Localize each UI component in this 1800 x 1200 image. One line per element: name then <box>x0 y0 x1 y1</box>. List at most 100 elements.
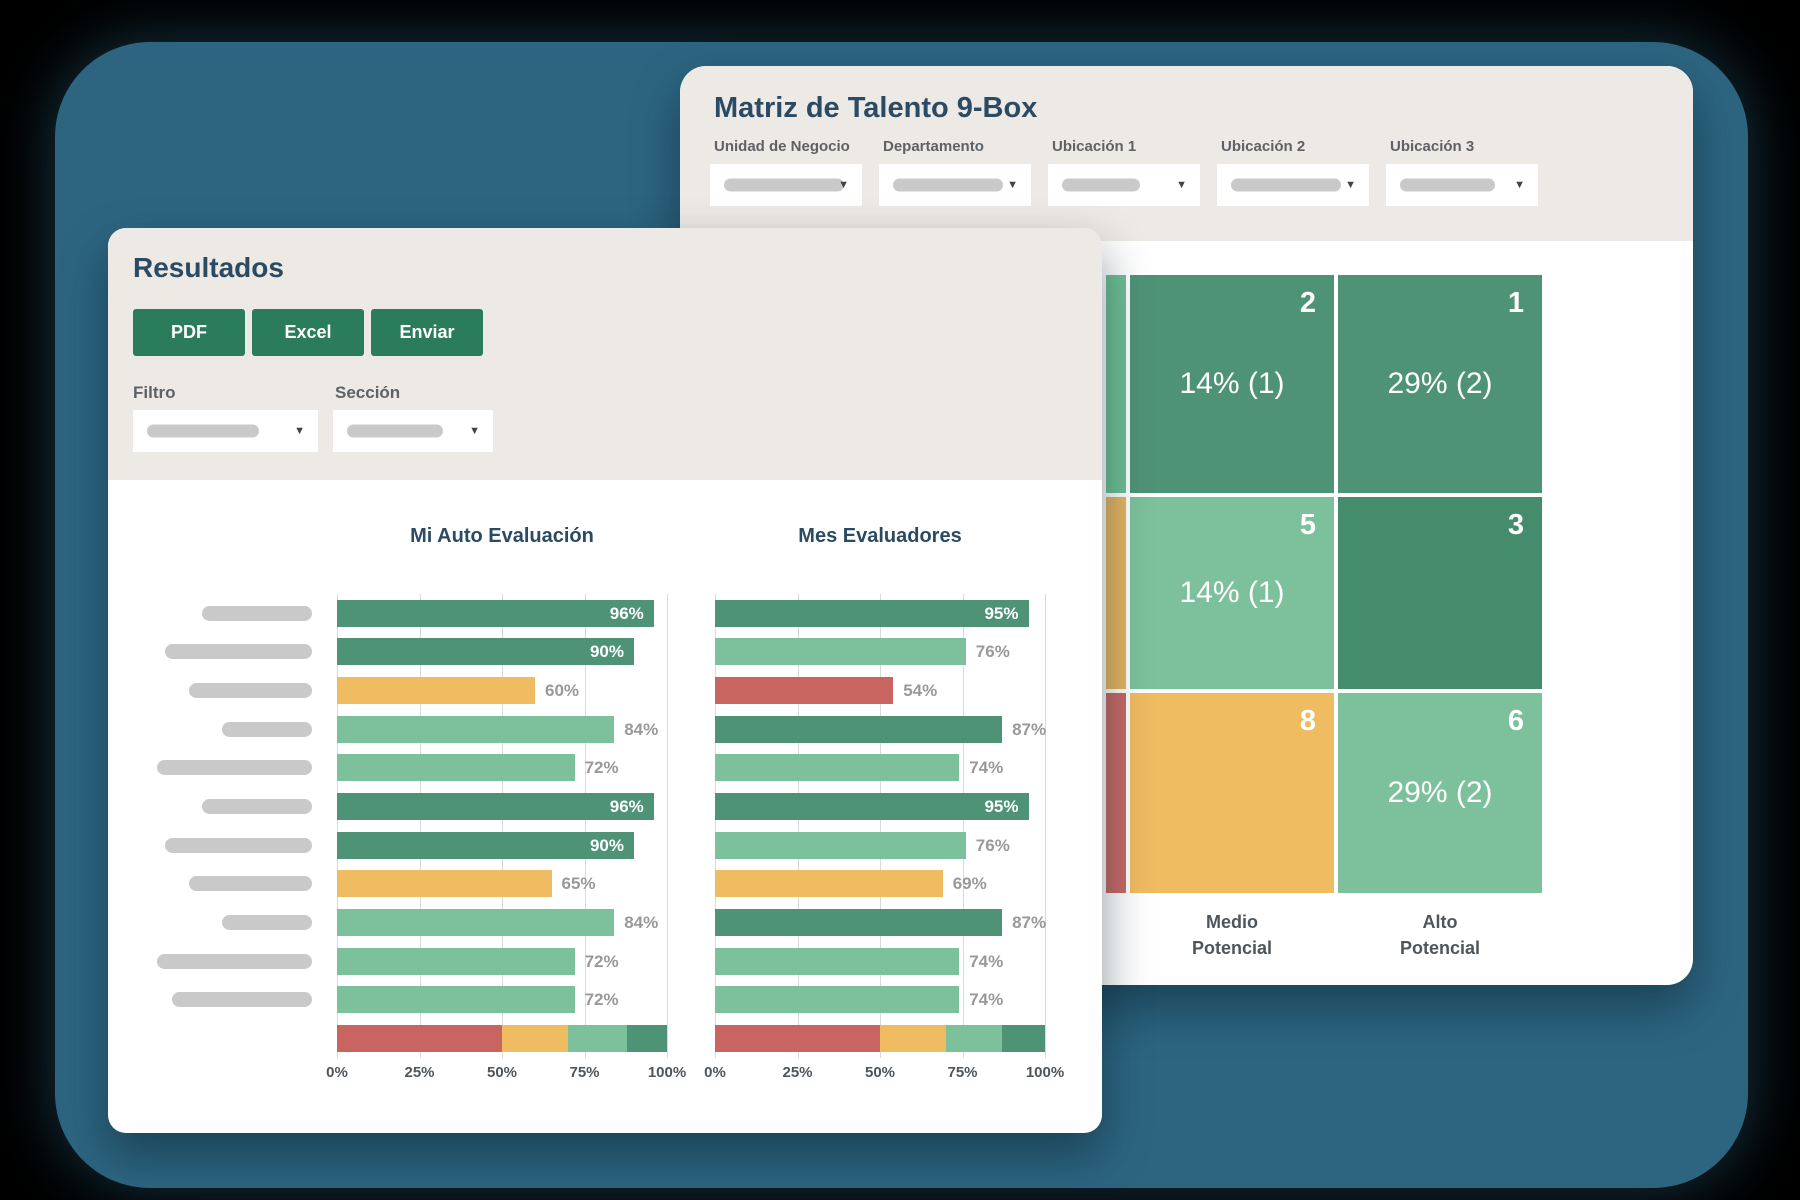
x-tick-label: 0% <box>704 1064 726 1081</box>
bar-value-label: 65% <box>561 874 596 894</box>
matrix-cell-2[interactable]: 2 14% (1) <box>1130 275 1334 493</box>
gridline <box>1045 594 1046 1058</box>
gridline <box>797 594 799 1058</box>
value-bar <box>715 947 960 975</box>
value-bar <box>337 909 615 937</box>
matrix-cell-5[interactable]: 5 14% (1) <box>1130 497 1334 689</box>
value-bar <box>715 870 943 898</box>
bar-value-label: 72% <box>584 990 619 1010</box>
filter-ubicaci-n-2: Ubicación 2 ▼ <box>1217 138 1369 208</box>
bar-value-label: 87% <box>1012 719 1047 739</box>
value-bar <box>715 831 966 859</box>
filter-label: Ubicación 3 <box>1390 138 1475 155</box>
matrix-cell-3[interactable]: 3 <box>1338 497 1542 689</box>
filter-dropdown[interactable]: ▼ <box>879 164 1031 206</box>
summary-stack-segment <box>1002 1025 1045 1053</box>
filter-dropdown[interactable]: ▼ <box>1217 164 1369 206</box>
value-bar <box>337 986 575 1014</box>
value-bar <box>715 715 1003 743</box>
dropdown-placeholder <box>893 178 1003 192</box>
gridline <box>584 594 586 1058</box>
row-label-placeholder <box>189 876 312 892</box>
matrix-cell-percent: 29% (2) <box>1387 776 1493 809</box>
matrix-cell-8[interactable]: 8 <box>1130 693 1334 893</box>
summary-stack-segment <box>946 1025 1003 1053</box>
bar-value-label: 60% <box>545 681 580 701</box>
bar-value-label: 54% <box>903 681 938 701</box>
excel-button[interactable]: Excel <box>252 309 364 356</box>
gridline <box>880 594 881 1058</box>
gridline <box>502 594 503 1058</box>
matrix-cell-6[interactable]: 6 29% (2) <box>1338 693 1542 893</box>
matrix-axis-label: Alto Potencial <box>1399 912 1481 959</box>
bar-value-label: 90% <box>589 835 624 855</box>
matrix-cell-number: 5 <box>1299 509 1316 541</box>
bar-value-label: 84% <box>624 719 659 739</box>
matrix-card: Matriz de Talento 9-Box Unidad de Negoci… <box>680 66 1693 985</box>
value-bar <box>337 754 575 782</box>
x-tick-label: 25% <box>782 1064 813 1081</box>
gridline <box>715 594 716 1058</box>
dropdown-placeholder <box>1231 178 1341 192</box>
row-label-placeholder <box>189 683 312 699</box>
row-label-placeholder <box>172 992 312 1008</box>
value-bar: 95% <box>715 599 1029 627</box>
bar-value-label: 76% <box>975 642 1010 662</box>
filter-dropdown[interactable]: ▼ <box>710 164 862 206</box>
bar-value-label: 72% <box>584 758 619 778</box>
filter-dropdown[interactable]: ▼ <box>133 410 318 452</box>
matrix-strip-row1 <box>1106 275 1126 493</box>
x-tick-label: 50% <box>486 1064 518 1081</box>
matrix-cell-percent: 29% (2) <box>1387 367 1493 400</box>
x-tick-label: 0% <box>326 1064 348 1081</box>
chevron-down-icon: ▼ <box>838 179 849 191</box>
gridline <box>337 594 338 1058</box>
dropdown-placeholder <box>724 178 844 192</box>
value-bar <box>715 909 1003 937</box>
matrix-cell-number: 6 <box>1507 705 1524 737</box>
filter-dropdown[interactable]: ▼ <box>1386 164 1538 206</box>
chart-title-self: Mi Auto Evaluación <box>410 525 594 547</box>
x-tick-label: 100% <box>647 1064 687 1081</box>
bar-value-label: 74% <box>969 951 1004 971</box>
filter-dropdown[interactable]: ▼ <box>1048 164 1200 206</box>
matrix-strip-row2 <box>1106 497 1126 689</box>
bar-value-label: 96% <box>609 603 644 623</box>
bar-value-label: 95% <box>984 797 1019 817</box>
x-tick-label: 25% <box>404 1064 435 1081</box>
filter-departamento: Departamento ▼ <box>879 138 1031 208</box>
value-bar <box>337 947 575 975</box>
row-label-placeholder <box>165 837 312 853</box>
chevron-down-icon: ▼ <box>1007 179 1018 191</box>
matrix-card-header <box>680 66 1693 241</box>
results-title: Resultados <box>133 252 284 283</box>
matrix-cell-number: 3 <box>1507 509 1524 541</box>
pdf-button[interactable]: PDF <box>133 309 245 356</box>
x-tick-label: 75% <box>569 1064 600 1081</box>
filter-dropdown[interactable]: ▼ <box>333 410 493 452</box>
enviar-button[interactable]: Enviar <box>371 309 483 356</box>
filter-unidad-de-negocio: Unidad de Negocio ▼ <box>710 138 862 208</box>
matrix-cell-1[interactable]: 1 29% (2) <box>1338 275 1542 493</box>
filter-label: Departamento <box>883 138 984 155</box>
summary-stack-segment <box>880 1025 946 1053</box>
bar-value-label: 72% <box>584 951 619 971</box>
row-label-placeholder <box>202 605 312 621</box>
x-tick-label: 100% <box>1025 1064 1065 1081</box>
dropdown-placeholder <box>1400 178 1495 192</box>
chart-self-evaluation: 0% 25% 50% 75% 100% 96% 90% 60% 84% 72% 96% 90% 65% 8… <box>326 594 686 1081</box>
value-bar <box>337 870 552 898</box>
x-tick-label: 50% <box>864 1064 896 1081</box>
row-label-placeholder <box>222 721 312 737</box>
value-bar: 90% <box>337 831 634 859</box>
filter-ubicaci-n-1: Ubicación 1 ▼ <box>1048 138 1200 208</box>
bar-value-label: 76% <box>975 835 1010 855</box>
gridline <box>667 594 668 1058</box>
dropdown-placeholder <box>347 424 443 438</box>
bar-value-label: 95% <box>984 603 1019 623</box>
row-label-placeholder <box>202 799 312 815</box>
gridline <box>419 594 421 1058</box>
bar-value-label: 74% <box>969 990 1004 1010</box>
value-bar <box>715 677 894 705</box>
